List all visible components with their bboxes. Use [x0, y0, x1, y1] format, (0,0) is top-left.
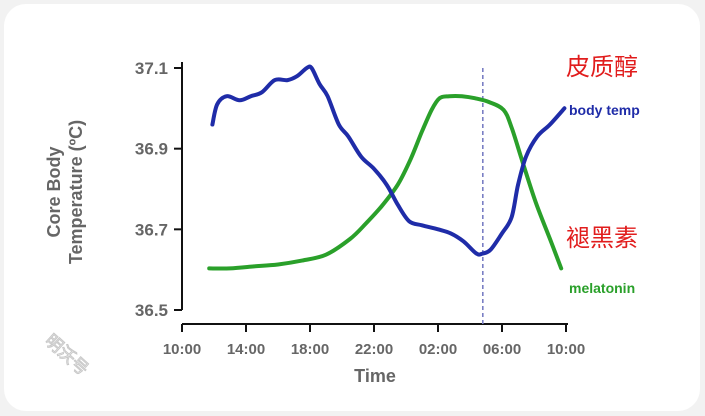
series-label-melatonin: melatonin — [569, 280, 635, 296]
y-axis-ticks: 37.1 36.9 36.7 36.5 — [135, 59, 182, 320]
x-tick-label: 10:00 — [547, 341, 585, 358]
watermark: 明沃号 — [41, 331, 92, 380]
chart-card: 10:00 14:00 18:00 22:00 02:00 06:00 10:00 37.1… — [4, 4, 700, 411]
x-tick-label: 18:00 — [291, 341, 329, 358]
y-axis-title: Core Body Temperature (ºC) — [44, 120, 86, 264]
x-tick-label: 06:00 — [483, 341, 521, 358]
x-tick-label: 22:00 — [355, 341, 393, 358]
x-axis-ticks: 10:00 14:00 18:00 22:00 02:00 06:00 10:00 — [163, 324, 585, 358]
series-line-melatonin — [207, 93, 564, 271]
series-label-body-temp: body temp — [569, 102, 640, 118]
annotation-cortisol: 皮质醇 — [566, 53, 638, 81]
temperature-melatonin-chart: 10:00 14:00 18:00 22:00 02:00 06:00 10:00 37.1… — [40, 53, 640, 386]
y-axis-title-line2: Temperature (ºC) — [66, 120, 86, 264]
y-tick-label: 36.9 — [135, 140, 168, 159]
annotation-melatonin-cn: 褪黑素 — [566, 224, 638, 252]
y-axis-title-line1: Core Body — [44, 146, 64, 237]
x-tick-label: 14:00 — [227, 341, 265, 358]
x-tick-label: 10:00 — [163, 341, 201, 358]
x-axis-title: Time — [354, 366, 396, 386]
y-tick-label: 36.5 — [135, 301, 168, 320]
y-tick-label: 36.7 — [135, 220, 168, 239]
y-tick-label: 37.1 — [135, 59, 168, 78]
series-line-body-temp — [210, 64, 567, 257]
x-tick-label: 02:00 — [419, 341, 457, 358]
